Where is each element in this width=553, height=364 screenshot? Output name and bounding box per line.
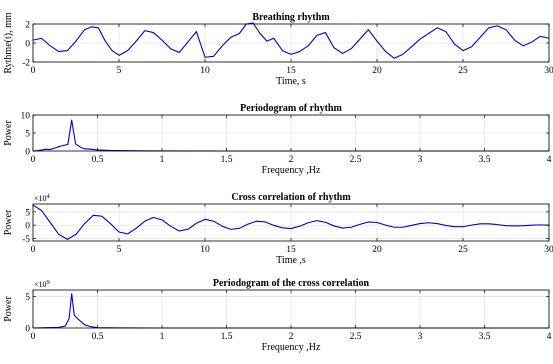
chart4-y-axis-label: Power: [3, 296, 14, 322]
chart2-y-tick-label: 0: [25, 148, 30, 158]
chart4-x-tick-label: 3: [418, 332, 423, 342]
chart2-x-tick-label: 3: [418, 155, 423, 165]
chart2-title: Periodogram of rhythm: [240, 103, 342, 114]
chart1-x-tick-label: 0: [31, 66, 36, 76]
chart1-x-tick-label: 15: [286, 66, 296, 76]
chart4-x-tick-label: 1.5: [221, 332, 233, 342]
chart1-x-axis-label: Time, s: [276, 76, 306, 87]
chart2-x-tick-label: 2.5: [350, 155, 362, 165]
chart3-x-axis-label: Time ,s: [276, 255, 306, 266]
chart4-x-tick-label: 2.5: [350, 332, 362, 342]
chart1-x-tick-label: 20: [372, 66, 382, 76]
chart4-x-tick-label: 1: [160, 332, 165, 342]
chart3-series-line: [32, 204, 550, 240]
chart1-x-tick-label: 10: [200, 66, 210, 76]
chart1-series-line: [32, 22, 550, 59]
chart2-x-tick-label: 4: [547, 155, 552, 165]
chart1-y-tick-label: 0: [25, 40, 30, 50]
chart3-x-tick-label: 0: [31, 245, 36, 255]
chart4-title: Periodogram of the cross correlation: [213, 278, 370, 289]
chart3-x-tick-label: 15: [286, 245, 296, 255]
chart2-x-tick-label: 2: [289, 155, 294, 165]
chart2-x-tick-label: 0: [31, 155, 36, 165]
chart4-x-tick-label: 0: [31, 332, 36, 342]
chart2-y-tick-label: 5: [25, 130, 30, 140]
chart1-x-tick-label: 25: [458, 66, 468, 76]
chart4-y-tick-label: 0: [25, 325, 30, 335]
chart3-y-tick-label: 5: [25, 208, 30, 218]
chart1-y-tick-label: -2: [22, 59, 30, 69]
chart3-y-exponent: ×104: [34, 193, 51, 203]
chart2-x-tick-label: 0.5: [92, 155, 104, 165]
chart3-x-tick-label: 20: [372, 245, 382, 255]
chart4-x-tick-label: 0.5: [92, 332, 104, 342]
chart2-x-axis-label: Frequency ,Hz: [262, 165, 321, 176]
chart4-x-tick-label: 4: [547, 332, 552, 342]
chart4-x-tick-label: 3.5: [479, 332, 491, 342]
chart3-y-tick-label: 0: [25, 222, 30, 232]
chart2-x-tick-label: 3.5: [479, 155, 491, 165]
chart4-x-axis-label: Frequency ,Hz: [262, 342, 321, 353]
chart1-x-tick-label: 5: [117, 66, 122, 76]
chart3-x-tick-label: 25: [458, 245, 468, 255]
chart1-y-axis-label: Rythme(t), mm: [3, 12, 14, 73]
chart4-y-tick-label: 5: [25, 293, 30, 303]
chart4-y-exponent: ×109: [34, 279, 50, 289]
chart4-x-tick-label: 2: [289, 332, 294, 342]
chart2-y-axis-label: Power: [3, 120, 14, 146]
chart2-y-tick-label: 10: [21, 112, 31, 122]
chart3-x-tick-label: 5: [117, 245, 122, 255]
chart3-x-tick-label: 30: [544, 245, 553, 255]
chart1-x-tick-label: 30: [544, 66, 553, 76]
chart1-y-tick-label: 2: [25, 21, 30, 31]
chart3-x-tick-label: 10: [200, 245, 210, 255]
chart3-title: Cross correlation of rhythm: [231, 192, 351, 203]
chart2-x-tick-label: 1.5: [221, 155, 233, 165]
chart2-x-tick-label: 1: [160, 155, 165, 165]
chart1-title: Breathing rhythm: [252, 12, 330, 23]
chart3-y-axis-label: Power: [3, 209, 14, 235]
chart3-y-tick-label: -5: [22, 235, 30, 245]
